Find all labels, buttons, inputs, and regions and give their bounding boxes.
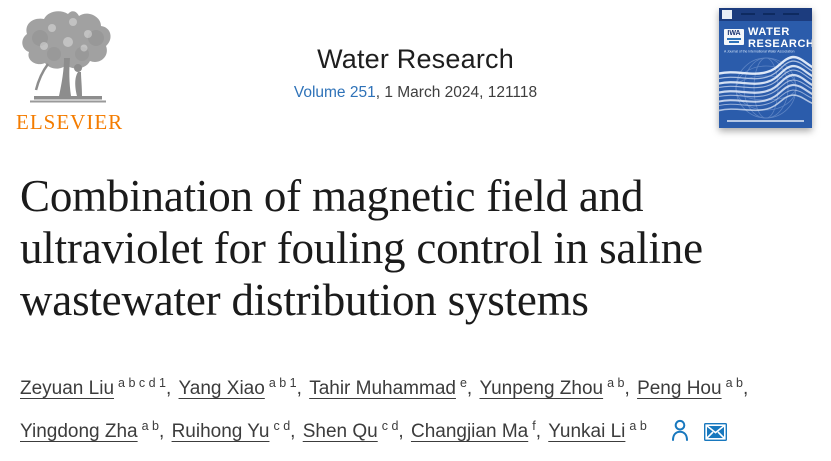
issue-date-text: , 1 March 2024, 121118 [375, 84, 538, 101]
author-separator: , [290, 421, 301, 442]
author-entry: Zeyuan Liu a b c d 1, [20, 376, 179, 399]
iwa-logo-label: IWA [727, 30, 741, 37]
author-entry: Shen Qu c d, [302, 419, 411, 442]
author-list-items: Zeyuan Liu a b c d 1, Yang Xiao a b 1, Tah… [20, 376, 750, 442]
author-separator: , [296, 378, 308, 399]
author-entry: Yingdong Zha a b, [20, 419, 172, 442]
author-separator: , [398, 421, 409, 442]
author-link[interactable]: Yang Xiao [178, 378, 265, 399]
author-separator: , [466, 378, 478, 399]
journal-title-link[interactable]: Water Research [317, 44, 514, 74]
author-entry: Tahir Muhammad e, [309, 376, 479, 399]
author-affiliation-superscript: a b 1 [268, 376, 297, 390]
corresponding-author-email-icon[interactable] [704, 415, 728, 457]
author-entry: Yang Xiao a b 1, [178, 376, 310, 399]
cover-waves-graphic [719, 8, 812, 128]
author-affiliation-superscript: a b c d 1 [118, 376, 166, 390]
elsevier-wordmark: ELSEVIER [16, 110, 124, 134]
cover-issn-box [722, 10, 732, 19]
author-separator: , [159, 421, 170, 442]
author-affiliation-superscript: e [459, 376, 467, 390]
author-link[interactable]: Ruihong Yu [171, 421, 270, 442]
cover-journal-title: WATER RESEARCH [748, 26, 812, 50]
author-entry: Changjian Ma f, [410, 419, 548, 442]
author-affiliation-superscript: a b [629, 419, 647, 433]
volume-link[interactable]: Volume 251 [293, 84, 376, 101]
author-link[interactable]: Tahir Muhammad [309, 378, 456, 399]
author-entry: Ruihong Yu c d, [171, 419, 303, 442]
author-separator: , [624, 378, 636, 399]
author-affiliation-superscript: a b [141, 419, 159, 433]
cover-subtitle: A Journal of the International Water Ass… [724, 50, 795, 54]
author-link[interactable]: Shen Qu [302, 421, 378, 442]
journal-cover-thumbnail[interactable]: IWA WATER RESEARCH A Journal of the Inte… [719, 8, 812, 128]
author-affiliation-superscript: f [532, 419, 536, 433]
author-entry: Peng Hou a b, [637, 376, 750, 399]
author-list: Zeyuan Liu a b c d 1, Yang Xiao a b 1, Tah… [20, 368, 812, 457]
author-entry: Yunpeng Zhou a b, [479, 376, 637, 399]
author-link[interactable]: Yingdong Zha [20, 421, 138, 442]
iwa-logo: IWA [724, 29, 744, 45]
author-link[interactable]: Yunkai Li [548, 421, 626, 442]
cover-title-line1: WATER [748, 26, 790, 38]
author-link[interactable]: Peng Hou [637, 378, 722, 399]
elsevier-logo[interactable]: ELSEVIER [16, 8, 128, 135]
article-title: Combination of magnetic field and ultrav… [20, 171, 703, 325]
elsevier-tree-icon [22, 11, 111, 103]
author-entry: Yunkai Li a b [548, 419, 649, 442]
author-profile-icon[interactable] [670, 415, 690, 457]
author-link[interactable]: Changjian Ma [410, 421, 529, 442]
author-affiliation-superscript: a b [607, 376, 625, 390]
cover-title-line2: RESEARCH [748, 37, 812, 50]
author-affiliation-superscript: a b [725, 376, 743, 390]
journal-header: Water Research Volume 251, 1 March 2024,… [0, 44, 831, 102]
author-link[interactable]: Yunpeng Zhou [479, 378, 604, 399]
author-separator: , [165, 378, 177, 399]
author-affiliation-superscript: c d [273, 419, 291, 433]
author-affiliation-superscript: c d [381, 419, 399, 433]
cover-top-strip [719, 8, 812, 21]
author-separator: , [535, 421, 547, 442]
journal-issue-line: Volume 251, 1 March 2024, 121118 [0, 84, 831, 102]
author-link[interactable]: Zeyuan Liu [20, 378, 115, 399]
author-separator: , [742, 378, 749, 399]
